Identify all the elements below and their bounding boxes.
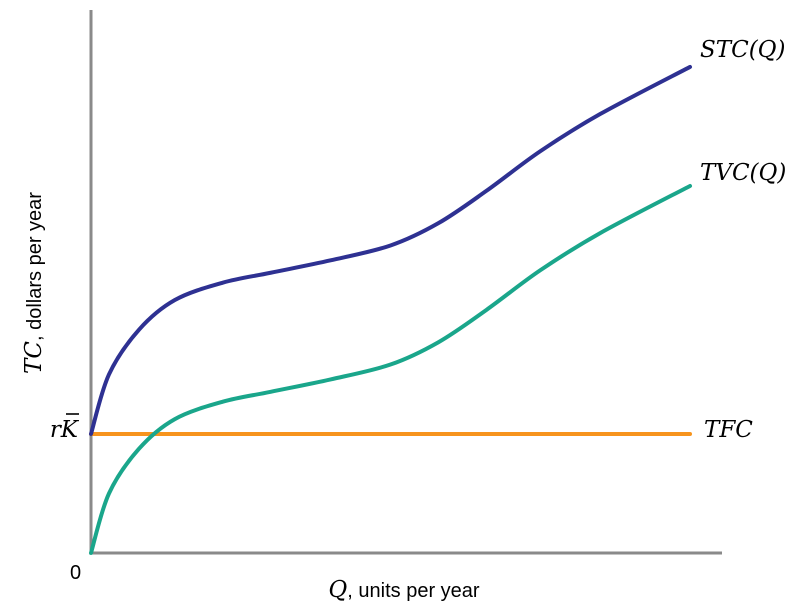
y-tick-label-rk: rK [50, 417, 80, 443]
stc-curve [89, 64, 692, 436]
y-axis-label: TC, dollars per year [21, 192, 47, 374]
y-axis-text: , dollars per year [24, 192, 46, 341]
x-axis-label: Q, units per year [328, 577, 479, 603]
x-axis-var: Q [328, 577, 347, 603]
tfc-label: TFC [704, 417, 753, 443]
tvc-label: TVC(Q) [700, 160, 786, 186]
x-axis-text: , units per year [347, 580, 480, 602]
tvc-curve [89, 183, 692, 555]
y-axis-var: TC [21, 341, 47, 374]
stc-label: STC(Q) [700, 37, 786, 63]
origin-label: 0 [70, 562, 81, 584]
